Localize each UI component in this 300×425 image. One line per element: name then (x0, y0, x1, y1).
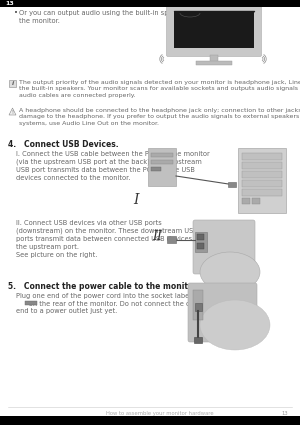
Polygon shape (9, 108, 16, 115)
Text: I: I (133, 193, 139, 207)
Ellipse shape (200, 300, 270, 350)
Bar (242, 171, 282, 178)
Bar (210, 55, 218, 63)
Text: A headphone should be connected to the headphone jack only; connection to other : A headphone should be connected to the h… (19, 108, 300, 126)
Bar (195, 303, 202, 311)
Text: •: • (14, 10, 18, 16)
FancyBboxPatch shape (167, 6, 262, 57)
Bar (9, 80, 16, 87)
Bar (242, 180, 282, 187)
Bar (252, 198, 260, 204)
FancyBboxPatch shape (193, 220, 255, 274)
Bar (197, 234, 204, 240)
Text: 13: 13 (5, 1, 14, 6)
Bar (242, 162, 282, 169)
Text: II. Connect USB devices via other USB ports
(downstream) on the monitor. These d: II. Connect USB devices via other USB po… (16, 220, 207, 258)
Bar (196, 61, 232, 65)
Ellipse shape (200, 252, 260, 292)
Text: 13: 13 (281, 411, 288, 416)
Bar (167, 236, 176, 243)
Text: 5.   Connect the power cable to the monitor.: 5. Connect the power cable to the monito… (8, 282, 199, 291)
Bar (151, 160, 173, 164)
FancyBboxPatch shape (188, 283, 257, 342)
Bar (195, 232, 207, 252)
Bar (151, 167, 161, 171)
Bar (25, 301, 37, 305)
Text: !: ! (11, 110, 14, 115)
Text: 4.   Connect USB Devices.: 4. Connect USB Devices. (8, 140, 118, 149)
Bar (194, 337, 202, 343)
Bar (242, 153, 282, 160)
Text: Plug one end of the power cord into the socket labelled
      on the rear of the: Plug one end of the power cord into the … (16, 293, 204, 314)
Bar (242, 198, 250, 204)
Bar (151, 153, 173, 157)
Bar (0, 0, 300, 7)
Text: I. Connect the USB cable between the PC and the monitor
(via the upstream USB po: I. Connect the USB cable between the PC … (16, 151, 210, 181)
Text: Or you can output audio using the built-in speakers on
the monitor.: Or you can output audio using the built-… (19, 10, 201, 24)
Bar (174, 11, 254, 48)
Text: The output priority of the audio signals detected on your monitor is headphone j: The output priority of the audio signals… (19, 80, 300, 98)
Bar (197, 243, 204, 249)
Bar (148, 148, 176, 186)
Bar (193, 290, 203, 320)
Text: How to assemble your monitor hardware: How to assemble your monitor hardware (106, 411, 214, 416)
Text: i: i (11, 80, 14, 85)
Bar (0, 416, 300, 425)
Bar (238, 148, 286, 213)
Bar (228, 182, 236, 187)
Text: II: II (152, 230, 162, 243)
Bar (242, 189, 282, 196)
